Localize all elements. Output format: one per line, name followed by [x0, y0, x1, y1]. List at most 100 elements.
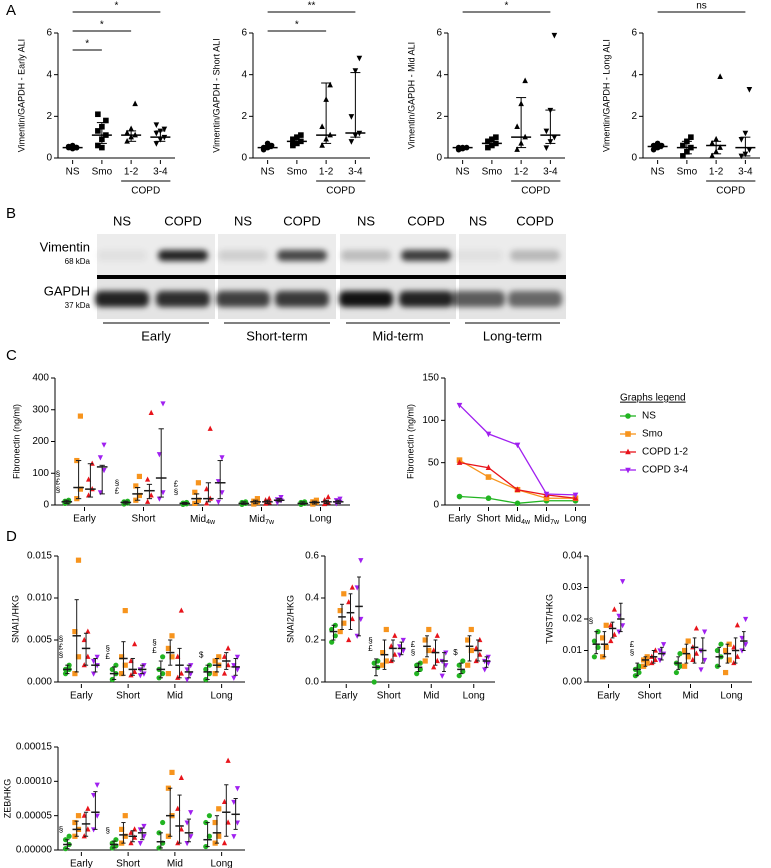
y-tick-label: 0.6 [305, 551, 319, 562]
significance-label: * [505, 1, 509, 12]
group-label: Early [141, 328, 171, 343]
x-tick-label: NS [261, 167, 275, 178]
point [165, 671, 171, 677]
point [66, 833, 72, 839]
y-tick-label: 400 [32, 373, 49, 384]
x-tick-label: Early [597, 691, 620, 702]
significance-note: § [106, 826, 110, 835]
x-tick-label: 1-2 [709, 167, 724, 178]
legend-label: Smo [642, 429, 663, 440]
point [473, 657, 479, 664]
lane-label: NS [469, 213, 487, 228]
protein-size: 37 kDa [65, 301, 91, 310]
point [709, 140, 715, 146]
point [439, 673, 445, 679]
point [75, 557, 82, 563]
point [485, 495, 492, 502]
point [514, 442, 521, 449]
x-tick-label-main: Mid [190, 514, 206, 525]
point [591, 654, 598, 660]
x-tick-label-sub: 7w [550, 519, 560, 526]
y-tick-label: 0.4 [305, 593, 319, 604]
significance-note: £ [174, 480, 179, 489]
point [122, 608, 128, 614]
lane-label: NS [357, 213, 375, 228]
x-tick-label: Mid [682, 691, 698, 702]
protein-label: Vimentin [40, 239, 90, 254]
point [600, 635, 606, 641]
group-label: COPD [716, 186, 745, 197]
y-tick-label: 100 [422, 415, 439, 426]
y-tick-label: 4 [436, 69, 442, 80]
y-tick-label: 0 [46, 153, 52, 164]
x-tick-label-main: Mid [249, 514, 265, 525]
point [124, 129, 130, 136]
point [133, 483, 139, 489]
y-tick-label: 0 [436, 153, 442, 164]
point [184, 841, 190, 847]
point [195, 497, 201, 503]
x-tick-label: NS [66, 167, 80, 178]
y-axis-label: Fibronectin (ng/ml) [405, 404, 415, 479]
point [485, 138, 491, 145]
point [742, 130, 749, 137]
y-tick-label: 6 [631, 28, 637, 39]
y-tick-label: 300 [32, 404, 49, 415]
x-tick-label: Early [73, 514, 96, 525]
significance-label: * [295, 20, 299, 31]
point [680, 142, 686, 149]
point [673, 669, 680, 676]
point [313, 497, 319, 503]
point [99, 144, 105, 151]
point [485, 654, 491, 660]
point [221, 670, 228, 676]
point [482, 667, 488, 673]
point [215, 499, 221, 505]
point [443, 650, 449, 656]
band [508, 291, 562, 307]
significance-label: ** [308, 1, 316, 12]
point [145, 476, 151, 482]
band [399, 291, 453, 307]
y-tick-label: 0 [631, 153, 637, 164]
point [153, 130, 160, 137]
point [132, 100, 138, 107]
y-tick-label: 2 [241, 111, 247, 122]
significance-note: § [56, 469, 60, 478]
protein-label: GAPDH [44, 283, 90, 298]
x-tick-label: Early [70, 691, 93, 702]
band [277, 250, 327, 261]
band [451, 291, 505, 307]
x-tick-label: Mid7w [534, 514, 560, 527]
point [95, 128, 101, 134]
significance-note: £ [368, 644, 373, 653]
x-tick-label: Short [477, 514, 501, 525]
y-axis-label: Vimentin/GAPDH - Mid ALI [406, 42, 416, 149]
point [119, 654, 125, 660]
point [514, 123, 520, 129]
y-tick-label: 0.02 [563, 614, 583, 625]
y-tick-label: 0 [433, 500, 439, 511]
x-tick-label: Long [463, 691, 485, 702]
point [188, 834, 194, 840]
significance-note: $ [453, 648, 458, 657]
point [141, 834, 147, 840]
x-tick-label: Long [720, 691, 742, 702]
series-line [459, 462, 576, 499]
point [75, 654, 82, 660]
point [572, 492, 579, 499]
y-axis-label: Vimentin/GAPDH - Short ALI [211, 38, 221, 152]
y-tick-label: 0.00 [563, 677, 583, 688]
point [723, 647, 729, 654]
point [264, 140, 271, 147]
point [327, 81, 333, 88]
point [319, 142, 325, 148]
point [348, 114, 355, 120]
point [75, 813, 82, 819]
point [225, 757, 231, 763]
y-axis-label: Fibronectin (ng/ml) [11, 404, 21, 479]
y-tick-label: 4 [631, 69, 637, 80]
x-tick-label: 1-2 [124, 167, 139, 178]
group-label: Long-term [483, 328, 542, 343]
